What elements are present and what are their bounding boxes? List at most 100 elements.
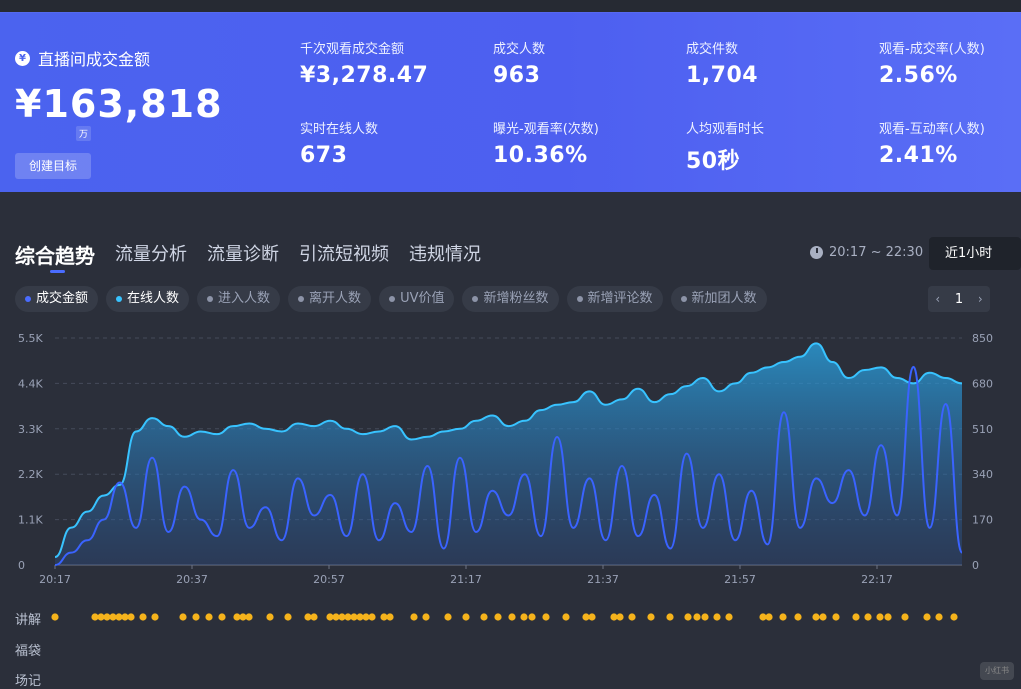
explain-marker[interactable]	[666, 613, 674, 621]
explain-marker[interactable]	[462, 613, 470, 621]
explain-marker[interactable]	[179, 613, 187, 621]
explain-marker[interactable]	[864, 613, 872, 621]
explain-marker[interactable]	[386, 613, 394, 621]
explain-marker[interactable]	[284, 613, 292, 621]
tab-violations[interactable]: 违规情况	[409, 244, 481, 265]
explain-marker[interactable]	[693, 613, 701, 621]
explain-marker[interactable]	[542, 613, 550, 621]
explain-marker[interactable]	[245, 613, 253, 621]
explain-marker[interactable]	[326, 613, 334, 621]
chip-dot	[472, 296, 479, 302]
explain-marker[interactable]	[344, 613, 352, 621]
explain-marker[interactable]	[109, 613, 117, 621]
time-range: 20:17 ~ 22:30	[810, 245, 923, 260]
explain-marker[interactable]	[350, 613, 358, 621]
explain-marker[interactable]	[508, 613, 516, 621]
x-tick-label: 21:57	[724, 573, 756, 586]
explain-marker[interactable]	[628, 613, 636, 621]
explain-marker[interactable]	[765, 613, 773, 621]
explain-marker[interactable]	[115, 613, 123, 621]
explain-marker[interactable]	[528, 613, 536, 621]
next-page-icon[interactable]: ›	[977, 292, 983, 306]
tab-traffic-analysis[interactable]: 流量分析	[115, 244, 187, 265]
y-right-tick: 510	[972, 423, 993, 436]
explain-marker[interactable]	[205, 613, 213, 621]
explain-marker[interactable]	[356, 613, 364, 621]
tab-short-video[interactable]: 引流短视频	[299, 244, 389, 265]
explain-marker[interactable]	[91, 613, 99, 621]
explain-marker[interactable]	[139, 613, 147, 621]
gmv-line	[54, 365, 963, 566]
explain-marker[interactable]	[51, 613, 59, 621]
explain-marker[interactable]	[332, 613, 340, 621]
explain-marker[interactable]	[852, 613, 860, 621]
explain-marker[interactable]	[610, 613, 618, 621]
explain-marker[interactable]	[647, 613, 655, 621]
explain-marker[interactable]	[582, 613, 590, 621]
explain-marker[interactable]	[779, 613, 787, 621]
hero-title: ¥ 直播间成交金额	[15, 46, 150, 70]
explain-marker[interactable]	[832, 613, 840, 621]
explain-marker[interactable]	[410, 613, 418, 621]
metric-label: 千次观看成交金额	[300, 42, 405, 57]
explain-marker[interactable]	[192, 613, 200, 621]
explain-marker[interactable]	[588, 613, 596, 621]
explain-marker[interactable]	[562, 613, 570, 621]
explain-marker[interactable]	[494, 613, 502, 621]
explain-marker[interactable]	[103, 613, 111, 621]
explain-marker[interactable]	[884, 613, 892, 621]
metric-value: 10.36%	[493, 143, 588, 168]
chip-leave[interactable]: 离开人数	[288, 286, 372, 312]
tab-traffic-diagnosis[interactable]: 流量诊断	[207, 244, 279, 265]
chip-label: 在线人数	[127, 291, 180, 306]
explain-marker[interactable]	[127, 613, 135, 621]
chip-gmv[interactable]: 成交金额	[15, 286, 99, 312]
metric-value: 2.41%	[879, 143, 958, 168]
explain-marker[interactable]	[310, 613, 318, 621]
explain-marker[interactable]	[876, 613, 884, 621]
explain-marker[interactable]	[725, 613, 733, 621]
explain-marker[interactable]	[901, 613, 909, 621]
chip-new-group[interactable]: 新加团人数	[670, 286, 767, 312]
chip-online[interactable]: 在线人数	[106, 286, 190, 312]
tab-overview[interactable]: 综合趋势	[15, 240, 95, 273]
explain-marker[interactable]	[338, 613, 346, 621]
explain-marker[interactable]	[218, 613, 226, 621]
explain-marker[interactable]	[444, 613, 452, 621]
chip-enter[interactable]: 进入人数	[197, 286, 281, 312]
chip-new-comments[interactable]: 新增评论数	[566, 286, 663, 312]
time-window-select[interactable]: 近1小时	[929, 237, 1021, 270]
chip-new-fans[interactable]: 新增粉丝数	[462, 286, 559, 312]
explain-marker[interactable]	[362, 613, 370, 621]
explain-marker[interactable]	[684, 613, 692, 621]
explain-marker[interactable]	[819, 613, 827, 621]
create-goal-button[interactable]: 创建目标	[15, 153, 91, 179]
explain-marker[interactable]	[266, 613, 274, 621]
metric-label: 观看-成交率(人数)	[879, 42, 985, 57]
explain-marker[interactable]	[97, 613, 105, 621]
explain-marker[interactable]	[616, 613, 624, 621]
y-left-tick: 1.1K	[18, 514, 43, 527]
explain-marker[interactable]	[950, 613, 958, 621]
explain-marker[interactable]	[713, 613, 721, 621]
explain-marker[interactable]	[701, 613, 709, 621]
explain-marker[interactable]	[794, 613, 802, 621]
explain-marker[interactable]	[520, 613, 528, 621]
explain-marker[interactable]	[480, 613, 488, 621]
explain-marker[interactable]	[121, 613, 129, 621]
explain-marker[interactable]	[759, 613, 767, 621]
explain-marker[interactable]	[233, 613, 241, 621]
explain-marker[interactable]	[151, 613, 159, 621]
prev-page-icon[interactable]: ‹	[935, 292, 941, 306]
explain-marker[interactable]	[422, 613, 430, 621]
explain-timeline	[51, 613, 958, 621]
explain-marker[interactable]	[304, 613, 312, 621]
explain-marker[interactable]	[812, 613, 820, 621]
explain-marker[interactable]	[923, 613, 931, 621]
explain-marker[interactable]	[380, 613, 388, 621]
explain-marker[interactable]	[935, 613, 943, 621]
hero-title-text: 直播间成交金额	[38, 50, 151, 69]
chip-uv-value[interactable]: UV价值	[379, 286, 455, 312]
explain-marker[interactable]	[368, 613, 376, 621]
explain-marker[interactable]	[239, 613, 247, 621]
